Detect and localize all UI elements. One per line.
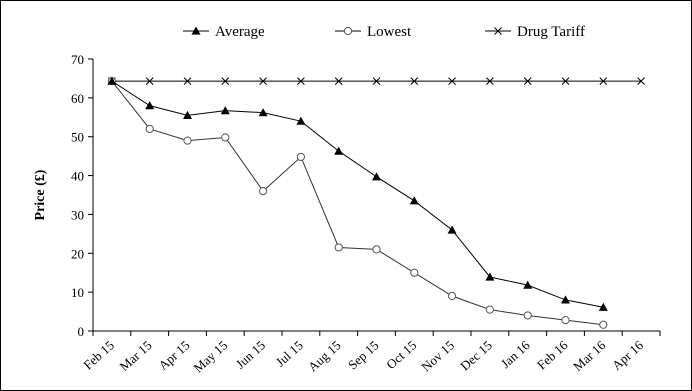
drug-tariff-point — [183, 77, 192, 86]
lowest-point — [259, 187, 268, 196]
drug-tariff-point — [599, 77, 608, 86]
average-point — [296, 116, 306, 125]
x-tick-label: Dec 15 — [457, 337, 495, 373]
drug-tariff-point — [221, 77, 230, 86]
drug-tariff-point — [297, 77, 305, 86]
average-point — [598, 302, 608, 311]
average-point — [145, 101, 155, 110]
drug-tariff-point — [486, 77, 494, 86]
legend: Average Lowest Drug Tariff — [183, 24, 585, 40]
legend-label-lowest: Lowest — [367, 24, 412, 40]
lowest-point — [221, 133, 230, 142]
legend-marker-average — [191, 26, 201, 35]
x-tick-label: Jun 15 — [233, 337, 269, 371]
series-layer — [107, 76, 645, 329]
x-tick-label: Feb 15 — [80, 337, 117, 372]
series-average — [107, 76, 608, 311]
lowest-point — [599, 320, 608, 329]
x-tick-label: Jul 15 — [273, 337, 306, 369]
y-tick-label: 70 — [71, 52, 84, 67]
y-tick-label: 30 — [71, 207, 84, 222]
average-line — [111, 80, 604, 308]
x-tick-label: Jan 16 — [498, 337, 533, 371]
average-point — [409, 196, 419, 205]
average-point — [183, 110, 192, 119]
average-point — [523, 280, 533, 289]
legend-item-drug-tariff: Drug Tariff — [485, 24, 585, 40]
x-tick-label: Apr 16 — [609, 337, 647, 373]
average-point — [447, 225, 457, 234]
x-tick-label: Oct 15 — [383, 337, 419, 372]
legend-item-average: Average — [183, 24, 265, 40]
average-point — [107, 76, 117, 85]
legend-marker-drug-tariff — [494, 27, 502, 35]
x-tick-label: May 15 — [191, 337, 231, 375]
y-axis-ticks: 0 10 20 30 40 50 60 70 — [71, 52, 93, 339]
y-tick-label: 0 — [78, 324, 85, 339]
lowest-point — [296, 152, 305, 162]
lowest-point — [410, 268, 419, 277]
legend-label-drug-tariff: Drug Tariff — [517, 24, 585, 40]
drug-tariff-point — [637, 77, 645, 86]
average-point — [220, 106, 230, 115]
drug-tariff-point — [145, 77, 154, 86]
series-drug-tariff — [108, 77, 645, 86]
y-axis-label: Price (£) — [33, 169, 48, 220]
average-point — [372, 172, 381, 181]
y-tick-label: 10 — [71, 285, 84, 300]
axes — [92, 59, 660, 332]
drug-tariff-point — [448, 77, 456, 86]
y-tick-label: 20 — [71, 246, 84, 261]
average-point — [561, 295, 570, 304]
lowest-point — [561, 316, 570, 325]
y-tick-label: 60 — [71, 91, 84, 106]
legend-marker-lowest — [343, 26, 353, 36]
average-point — [258, 108, 268, 117]
lowest-point — [334, 243, 343, 252]
lowest-point — [183, 136, 192, 145]
average-point — [485, 272, 495, 281]
y-tick-label: 50 — [71, 130, 84, 145]
lowest-point — [145, 124, 154, 134]
average-point — [334, 146, 344, 155]
x-tick-label: Apr 15 — [155, 337, 192, 373]
drug-tariff-point — [523, 77, 532, 86]
drug-tariff-point — [259, 77, 267, 86]
x-tick-label: Feb 16 — [534, 337, 571, 372]
drug-tariff-point — [372, 77, 381, 86]
drug-tariff-point — [410, 77, 419, 86]
series-lowest — [107, 77, 608, 329]
lowest-line — [111, 80, 604, 326]
x-tick-label: Nov 15 — [418, 337, 457, 374]
x-tick-label: Mar 16 — [570, 337, 609, 374]
lowest-point — [523, 311, 532, 320]
lowest-point — [372, 245, 381, 254]
x-tick-label: Mar 15 — [117, 337, 155, 374]
lowest-point — [485, 305, 494, 314]
legend-item-lowest: Lowest — [335, 24, 412, 40]
legend-label-average: Average — [215, 24, 265, 40]
x-tick-label: Sep 15 — [345, 337, 382, 372]
drug-tariff-point — [561, 77, 570, 86]
lowest-point — [448, 291, 457, 301]
drug-tariff-point — [334, 77, 343, 86]
x-tick-label: Aug 15 — [305, 337, 344, 374]
y-tick-label: 40 — [71, 169, 84, 184]
